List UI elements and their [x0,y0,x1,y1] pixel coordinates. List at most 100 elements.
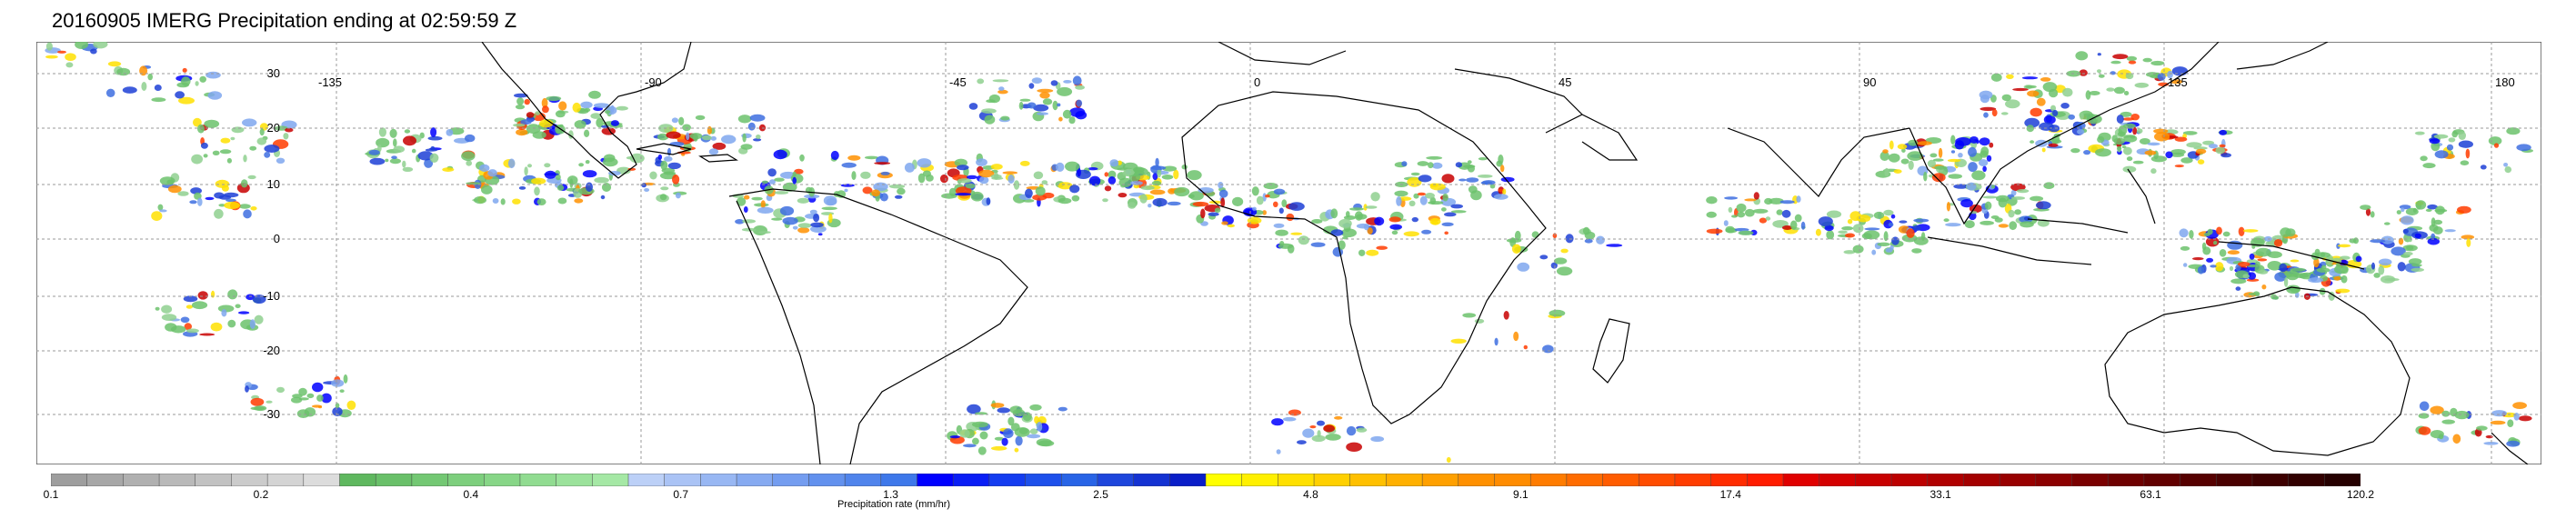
precip-cell [1374,216,1385,226]
precip-cell [442,167,455,173]
precip-cell [2039,122,2054,131]
precip-cell [2230,278,2247,284]
precip-cell [1418,175,1432,183]
precip-cell [1779,200,1795,205]
precip-cell [1738,230,1754,235]
precip-cell [2048,143,2059,147]
precip-cell [1155,157,1159,167]
precip-cell [180,316,190,324]
precip-cell [1444,212,1457,217]
precip-cell [1908,160,1914,170]
precip-cell [1152,197,1168,207]
precip-cell [1514,230,1521,241]
precip-cell [1018,101,1024,110]
precip-cell [1950,135,1956,145]
precip-cell [779,205,795,216]
precip-cell [965,183,976,189]
precip-cell [2113,86,2125,95]
precip-cell [2125,73,2134,80]
precip-cell [585,160,590,165]
precip-cell [393,138,397,147]
precip-cell [250,406,266,411]
precip-cell [243,155,247,163]
precip-cell [1725,225,1735,234]
precip-cell [1879,151,1889,161]
precip-cell [154,85,162,91]
colorbar-segment [1529,474,1568,486]
precip-cell [1349,207,1364,211]
precip-cell [2182,131,2198,135]
precip-cell [949,435,960,439]
precip-cell [227,319,236,328]
precip-cell [166,179,174,185]
precip-cell [1363,224,1369,231]
precip-cell [1446,456,1451,464]
precip-cell [967,404,981,414]
precip-cell [1417,192,1426,196]
precip-cell [2227,250,2240,255]
precip-cell [1077,167,1081,177]
precip-cell [2328,291,2335,301]
coastline [1218,42,1639,161]
precip-cell [984,115,996,125]
precip-cell [2193,146,2208,150]
precip-cell [2006,74,2014,79]
precip-cell [2202,246,2211,255]
coastline [636,143,738,163]
precip-cell [671,117,679,124]
precip-cell [2448,137,2456,143]
precip-cell [990,174,1002,179]
precip-cell [2123,91,2130,95]
precip-cell [979,431,988,440]
precip-cell [1325,434,1341,441]
precip-cell [531,177,546,185]
precip-cell [1539,255,1549,260]
precip-cell [1290,232,1303,235]
precip-cell [851,171,857,181]
precip-cell [492,198,499,204]
precip-cell [2174,136,2188,142]
precip-cell [2219,144,2226,148]
precip-cell [823,195,837,206]
precip-cell [1214,207,1221,214]
colorbar-segment [2143,474,2181,486]
colorbar-segment [231,474,268,486]
precip-cell [701,135,712,141]
lon-label: -90 [645,75,662,89]
precip-cell [2258,269,2269,274]
precip-cell [955,193,972,196]
precip-cell [736,196,747,206]
precip-cell [1394,190,1408,197]
precip-cell [2010,196,2026,200]
precip-cell [997,89,1008,95]
precip-cell [2117,131,2126,137]
precip-cell [2112,54,2129,60]
precip-cell [2415,200,2427,210]
precip-cell [2097,69,2101,74]
precip-cell [218,204,226,207]
precip-cell [465,134,476,143]
precip-cell [512,198,521,205]
precip-cell [479,164,490,172]
precip-cell [2333,275,2341,281]
precip-cell [223,192,239,198]
precip-cell [2427,237,2440,245]
precip-cell [1450,210,1467,214]
precip-cell [990,403,1005,408]
precip-cell [2012,87,2029,92]
precip-cell [2279,263,2288,273]
precip-cell [1765,216,1771,221]
precip-cell [904,163,915,173]
precip-cell [860,171,871,179]
precip-cell [2097,135,2105,144]
precip-cell [2097,53,2101,56]
precip-cell [1950,150,1956,154]
precip-cell [481,185,493,195]
precip-cell [2208,144,2219,149]
precip-cell [161,304,173,314]
precip-cell [402,166,414,172]
precip-cell [2123,146,2132,155]
precip-cell [2213,240,2218,245]
precip-cell [957,165,969,171]
precip-cell [817,233,823,236]
